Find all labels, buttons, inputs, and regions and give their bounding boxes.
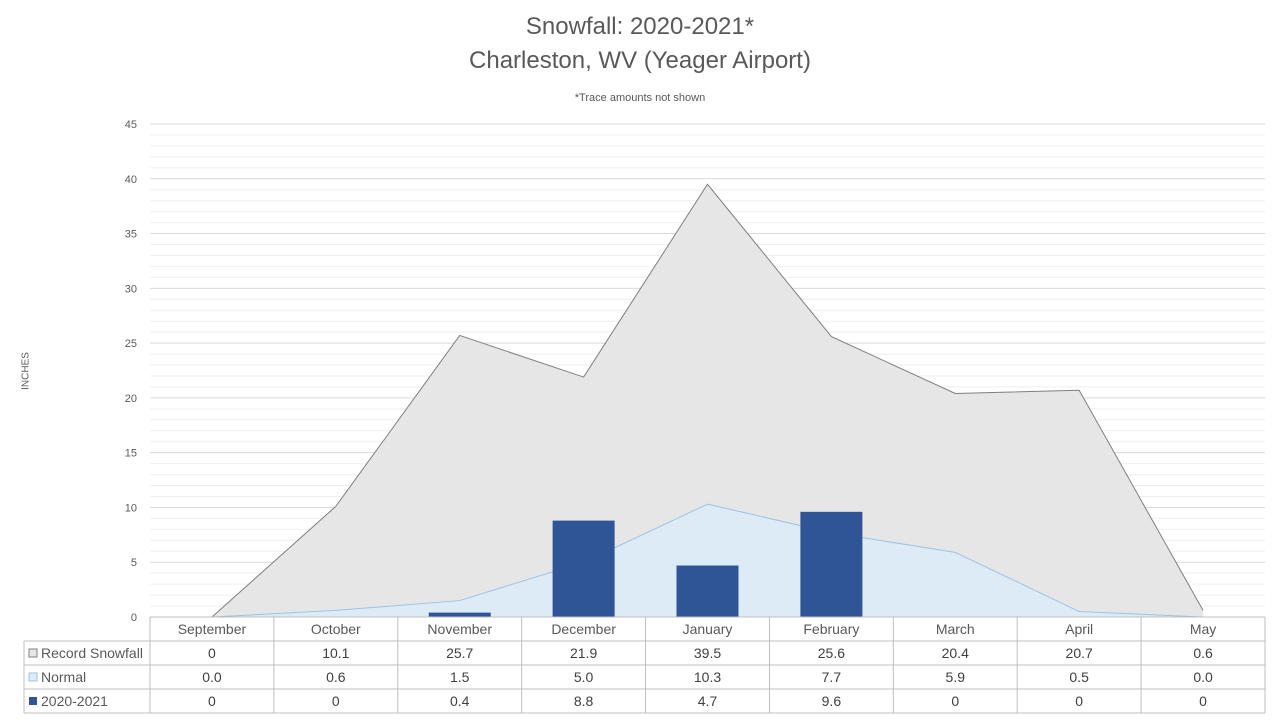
normal-legend-key <box>28 672 38 682</box>
record-snowfall-value-label: 0 <box>208 645 216 661</box>
category-label: March <box>936 621 975 637</box>
record-snowfall-value-label: 20.4 <box>942 645 969 661</box>
normal-area <box>211 504 1204 617</box>
category-label: April <box>1065 621 1093 637</box>
bar-february <box>800 511 863 617</box>
record-snowfall-legend-label: Record Snowfall <box>41 645 143 661</box>
bar-november <box>428 612 491 617</box>
record-snowfall-value-label: 25.6 <box>818 645 845 661</box>
normal-legend-label: Normal <box>41 669 86 685</box>
2020-2021-value-label: 0 <box>1075 693 1083 709</box>
y-tick-label: 15 <box>125 448 137 460</box>
2020-2021-value-label: 0 <box>1199 693 1207 709</box>
2020-2021-value-label: 0 <box>951 693 959 709</box>
record-snowfall-line <box>211 183 1204 618</box>
y-tick-label: 40 <box>125 174 137 186</box>
2020-2021-value-label: 8.8 <box>574 693 594 709</box>
record-snowfall-value-label: 0.6 <box>1193 645 1213 661</box>
record-snowfall-area <box>211 184 1204 617</box>
normal-value-label: 0.0 <box>202 669 222 685</box>
y-tick-label: 35 <box>125 229 137 241</box>
category-label: February <box>803 621 859 637</box>
normal-value-label: 5.0 <box>574 669 594 685</box>
normal-line <box>211 503 1204 618</box>
2020-2021-value-label: 9.6 <box>822 693 842 709</box>
category-label: November <box>427 621 492 637</box>
category-label: January <box>683 621 733 637</box>
bar-january <box>676 565 739 617</box>
2020-2021-value-label: 0 <box>208 693 216 709</box>
record-snowfall-value-label: 10.1 <box>322 645 349 661</box>
2020-2021-value-label: 4.7 <box>698 693 718 709</box>
record-snowfall-value-label: 20.7 <box>1066 645 1093 661</box>
y-tick-label: 0 <box>131 612 137 624</box>
normal-value-label: 0.6 <box>326 669 346 685</box>
2020-2021-value-label: 0.4 <box>450 693 470 709</box>
category-label: October <box>311 621 361 637</box>
category-label: May <box>1190 621 1216 637</box>
y-tick-label: 25 <box>125 338 137 350</box>
y-tick-label: 20 <box>125 393 137 405</box>
y-tick-label: 10 <box>125 502 137 514</box>
y-tick-label: 5 <box>131 557 137 569</box>
y-tick-label: 30 <box>125 283 137 295</box>
record-snowfall-value-label: 25.7 <box>446 645 473 661</box>
normal-value-label: 0.0 <box>1193 669 1213 685</box>
category-label: September <box>178 621 247 637</box>
chart-annotation: *Trace amounts not shown <box>574 92 706 104</box>
y-tick-label: 45 <box>125 119 137 131</box>
chart-title: Snowfall: 2020-2021* <box>525 13 755 40</box>
record-snowfall-legend-key <box>28 648 38 658</box>
category-label: December <box>551 621 616 637</box>
normal-value-label: 7.7 <box>822 669 842 685</box>
record-snowfall-value-label: 21.9 <box>570 645 597 661</box>
2020-2021-value-label: 0 <box>332 693 340 709</box>
bar-december <box>552 520 615 617</box>
normal-value-label: 1.5 <box>450 669 470 685</box>
normal-value-label: 0.5 <box>1069 669 1089 685</box>
normal-value-label: 10.3 <box>694 669 721 685</box>
chart-title-block: Snowfall: 2020-2021* Charleston, WV (Yea… <box>0 10 1280 78</box>
2020-2021-legend-key <box>29 697 37 705</box>
2020-2021-legend-label: 2020-2021 <box>41 693 108 709</box>
normal-value-label: 5.9 <box>946 669 966 685</box>
chart-subtitle: Charleston, WV (Yeager Airport) <box>469 47 811 74</box>
record-snowfall-value-label: 39.5 <box>694 645 721 661</box>
